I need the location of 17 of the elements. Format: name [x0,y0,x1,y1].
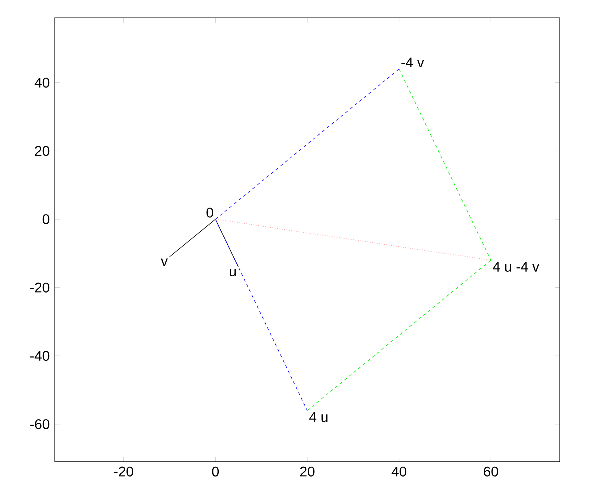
x-tick-label: -20 [114,466,134,477]
annotation: -4 v [402,58,424,68]
x-tick-label: 40 [392,466,407,477]
x-tick-label: 60 [484,466,498,477]
y-tick-label: -60 [30,419,50,430]
x-tick-label: 0 [212,466,220,477]
y-tick-label: -40 [30,351,50,362]
annotation: 4 u [310,412,328,422]
annotation: 0 [206,208,214,218]
annotation: v [161,258,168,266]
y-tick-label: 20 [35,146,50,156]
annotation: 4 u -4 v [493,262,540,272]
x-tick-label: 20 [300,466,315,477]
y-tick-label: 40 [34,78,50,88]
y-tick-label: 0 [42,214,50,224]
y-tick-label: -20 [30,282,50,293]
annotation: u [230,269,236,277]
